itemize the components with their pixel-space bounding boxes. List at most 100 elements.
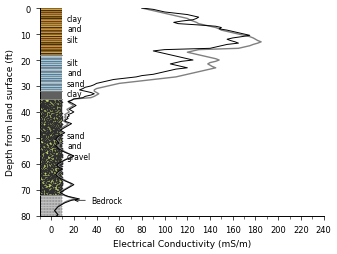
Point — [45, 112, 51, 116]
Point — [49, 184, 54, 188]
Point — [45, 164, 50, 168]
Point — [57, 191, 63, 195]
Point — [50, 101, 55, 105]
Point — [57, 122, 62, 126]
Point — [50, 130, 55, 134]
Point — [45, 116, 51, 120]
Point — [49, 140, 55, 144]
Point — [38, 118, 44, 122]
Point — [42, 110, 48, 114]
Point — [47, 174, 52, 178]
Point — [41, 137, 47, 141]
Point — [46, 165, 51, 169]
Point — [59, 165, 64, 169]
Point — [44, 181, 50, 185]
Point — [56, 132, 61, 136]
Point — [47, 189, 52, 194]
Point — [57, 140, 62, 144]
Point — [57, 135, 63, 139]
Point — [57, 169, 62, 173]
Point — [42, 107, 48, 111]
Point — [40, 182, 45, 186]
Point — [55, 145, 60, 149]
Point — [51, 107, 56, 111]
Point — [38, 135, 44, 139]
Point — [58, 99, 64, 103]
Point — [52, 153, 57, 157]
Point — [46, 174, 51, 178]
Point — [44, 139, 50, 143]
Point — [56, 159, 62, 163]
Point — [39, 162, 44, 166]
Point — [40, 187, 45, 192]
Point — [45, 185, 51, 189]
Point — [39, 100, 44, 104]
Point — [56, 102, 62, 106]
Point — [38, 104, 44, 108]
Point — [51, 163, 56, 167]
Point — [50, 189, 55, 194]
Point — [39, 104, 45, 108]
Point — [48, 106, 53, 110]
Point — [52, 182, 57, 186]
Bar — [40, 32, 62, 33]
Point — [50, 174, 55, 178]
Point — [52, 104, 57, 108]
Point — [41, 184, 47, 188]
Point — [44, 121, 49, 125]
Point — [45, 185, 51, 189]
Point — [46, 147, 52, 151]
Point — [50, 114, 55, 118]
Point — [53, 158, 59, 163]
Point — [52, 129, 57, 133]
Point — [39, 115, 45, 119]
Point — [53, 111, 59, 115]
Point — [52, 147, 58, 151]
Point — [54, 112, 60, 116]
Point — [58, 157, 64, 161]
Point — [43, 127, 49, 131]
Point — [55, 169, 60, 173]
Bar — [40, 92, 62, 100]
Point — [39, 124, 45, 128]
Point — [45, 189, 51, 193]
Point — [43, 99, 48, 103]
Point — [43, 163, 49, 167]
Point — [59, 180, 64, 184]
Bar — [40, 51, 62, 52]
Point — [45, 176, 51, 180]
Point — [48, 170, 53, 174]
Point — [55, 134, 60, 138]
Point — [52, 160, 57, 164]
Point — [57, 157, 63, 161]
Point — [39, 112, 44, 116]
Point — [52, 159, 57, 163]
Point — [44, 123, 49, 128]
Point — [40, 172, 45, 176]
Point — [39, 179, 44, 183]
Point — [40, 103, 46, 107]
Point — [54, 115, 59, 119]
Point — [43, 129, 48, 133]
Point — [51, 145, 57, 149]
Point — [53, 137, 58, 141]
Point — [47, 120, 53, 124]
Point — [55, 164, 61, 168]
Point — [53, 106, 58, 110]
Point — [41, 122, 46, 126]
Point — [47, 107, 52, 112]
Point — [53, 175, 58, 179]
Point — [40, 163, 45, 167]
Point — [57, 117, 62, 121]
Point — [51, 182, 57, 186]
Point — [50, 149, 55, 153]
Point — [58, 159, 63, 163]
Point — [51, 182, 56, 186]
Point — [59, 116, 64, 120]
Point — [53, 160, 58, 164]
Point — [41, 139, 46, 143]
Point — [44, 112, 49, 116]
Point — [54, 148, 59, 152]
Point — [57, 163, 63, 167]
Point — [46, 110, 52, 114]
